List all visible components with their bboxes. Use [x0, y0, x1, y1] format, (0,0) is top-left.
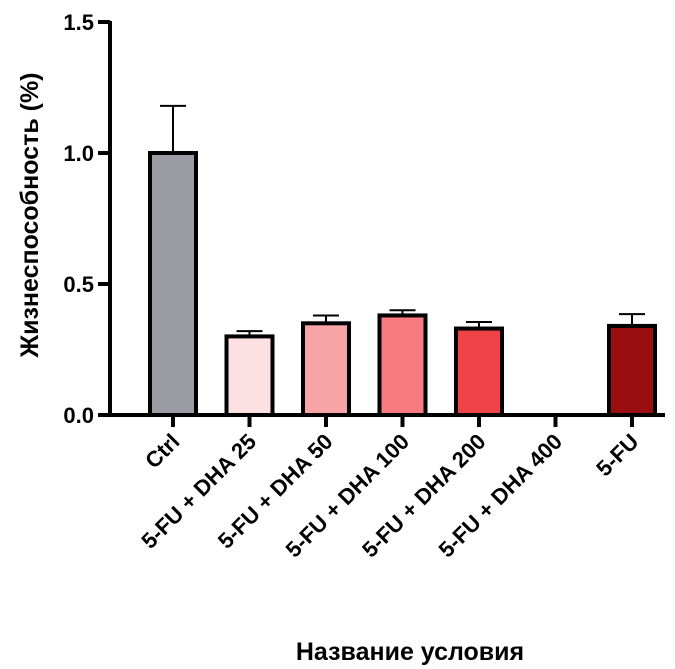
- y-tick-label: 0.5: [63, 272, 94, 297]
- bar: [224, 334, 275, 417]
- bar: [454, 326, 504, 418]
- y-axis: 0.0 0.5 1.0 1.5: [63, 10, 112, 428]
- y-tick-label: 0.0: [63, 403, 94, 428]
- x-tick-label: 5-FU: [591, 429, 643, 481]
- x-tick-label: Ctrl: [140, 429, 184, 473]
- bars: [148, 104, 657, 418]
- bar: [607, 323, 657, 418]
- y-axis-title: Жизнеспособность (%): [16, 72, 44, 358]
- bar: [148, 151, 198, 417]
- bar: [301, 321, 351, 417]
- x-axis-title: Название условия: [296, 638, 524, 666]
- y-tick-label: 1.0: [63, 141, 94, 166]
- y-tick-label: 1.5: [63, 10, 94, 35]
- bar: [377, 313, 428, 417]
